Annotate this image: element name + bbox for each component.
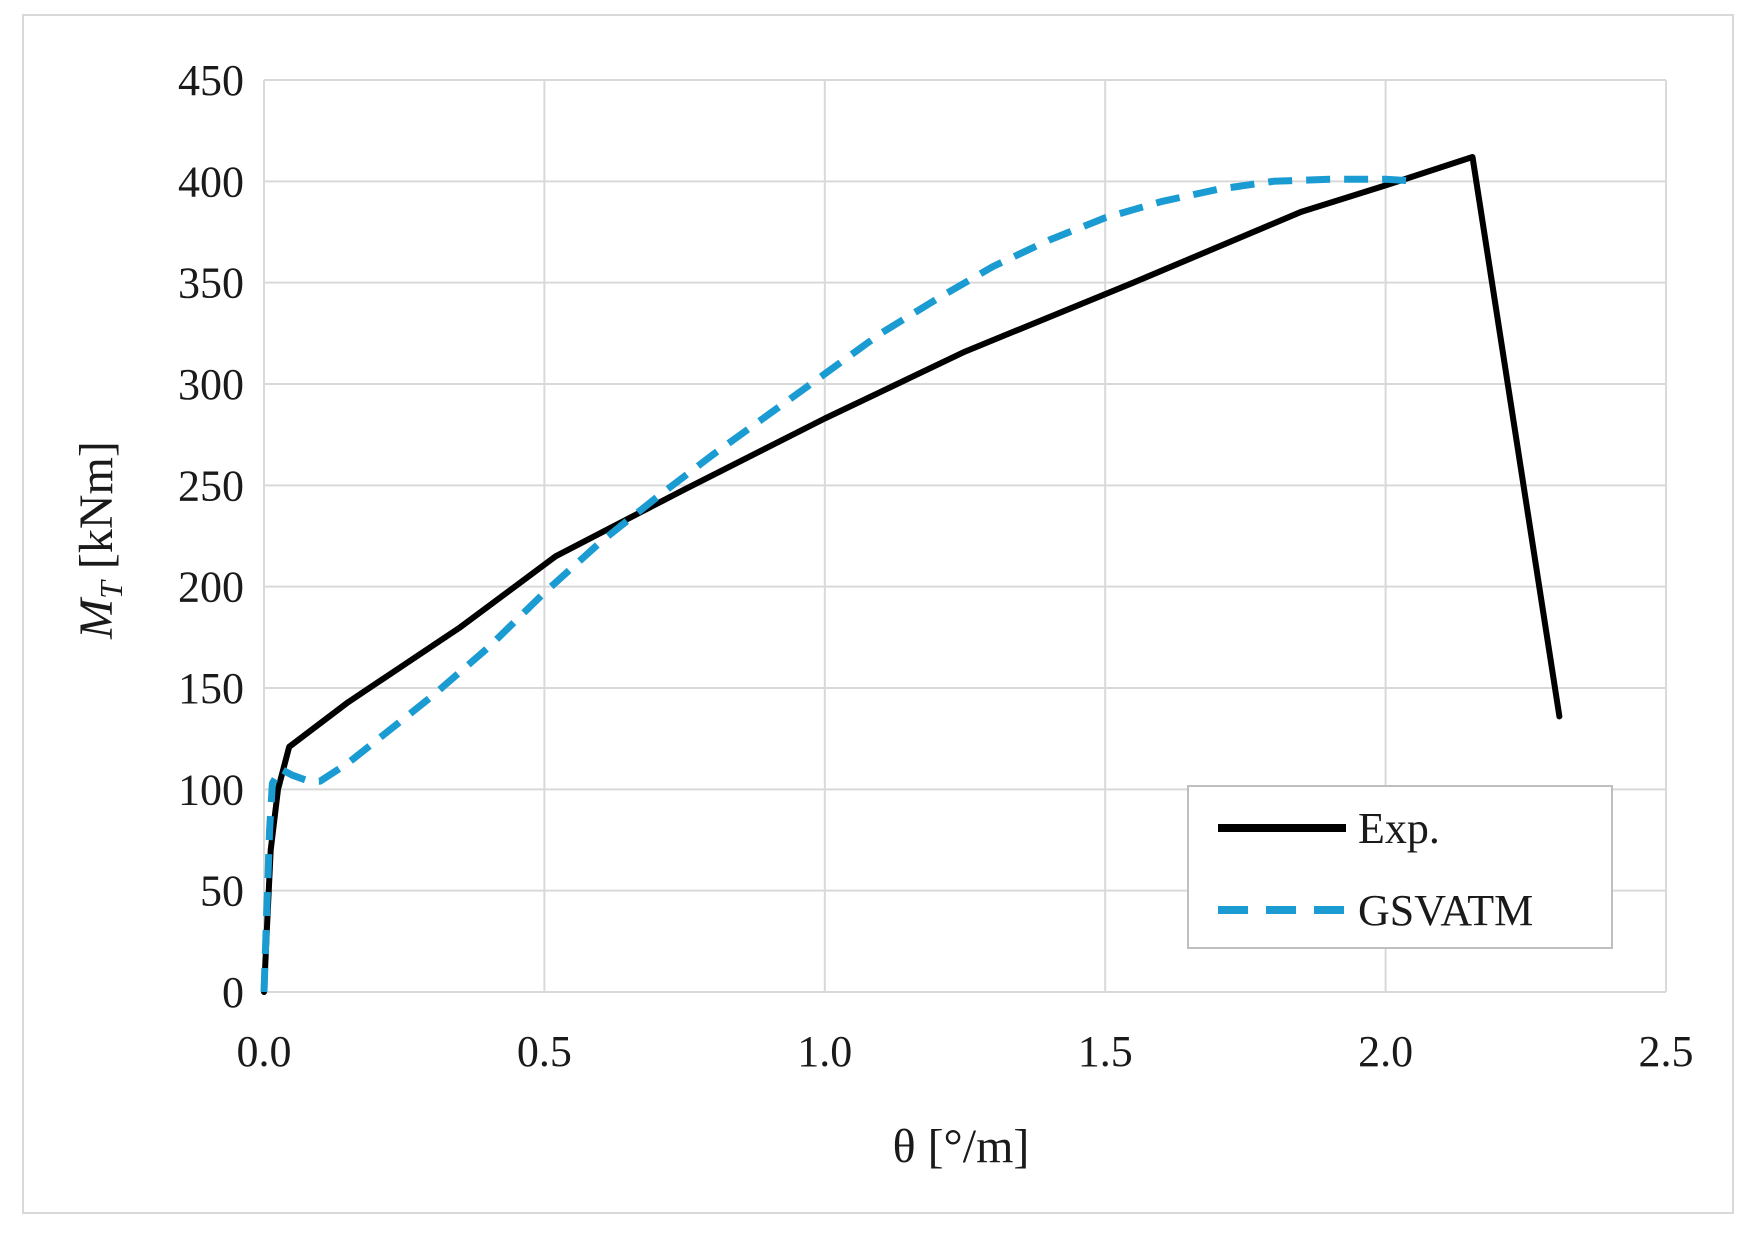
grid xyxy=(263,79,1667,993)
y-tick-label: 400 xyxy=(178,157,244,206)
series-line-gsvatm xyxy=(260,175,1420,993)
y-tick-label: 450 xyxy=(178,56,244,105)
chart-frame xyxy=(22,14,1734,1214)
x-tick-label: 2.0 xyxy=(1358,1027,1413,1076)
y-tick-label: 150 xyxy=(178,664,244,713)
y-axis-label-subscript: T xyxy=(93,579,129,599)
y-tick-label: 300 xyxy=(178,360,244,409)
legend-label-gsvatm: GSVATM xyxy=(1358,886,1533,935)
y-tick-label: 100 xyxy=(178,765,244,814)
legend-label-exp: Exp. xyxy=(1358,804,1440,853)
x-tick-label: 1.5 xyxy=(1078,1027,1133,1076)
legend: Exp. GSVATM xyxy=(1187,785,1613,949)
x-tick-label: 2.5 xyxy=(1639,1027,1694,1076)
y-tick-label: 200 xyxy=(178,563,244,612)
x-tick-label: 0.5 xyxy=(517,1027,572,1076)
y-axis-label-symbol: M xyxy=(70,596,123,640)
x-tick-label: 0.0 xyxy=(237,1027,292,1076)
tick-labels: 0 50 100 150 200 250 300 350 400 450 0.0 0.5 1.0 1.5 2… xyxy=(178,56,1694,1076)
y-axis-label-unit: [kNm] xyxy=(70,441,123,581)
y-tick-label: 0 xyxy=(222,968,244,1017)
y-axis-label: MT [kNm] xyxy=(70,441,129,640)
x-axis-label: θ [°/m] xyxy=(893,1120,1030,1173)
x-tick-label: 1.0 xyxy=(797,1027,852,1076)
legend-box xyxy=(1187,785,1613,949)
y-tick-label: 350 xyxy=(178,259,244,308)
series-layer xyxy=(260,154,1563,995)
y-tick-label: 50 xyxy=(200,867,244,916)
y-tick-label: 250 xyxy=(178,461,244,510)
